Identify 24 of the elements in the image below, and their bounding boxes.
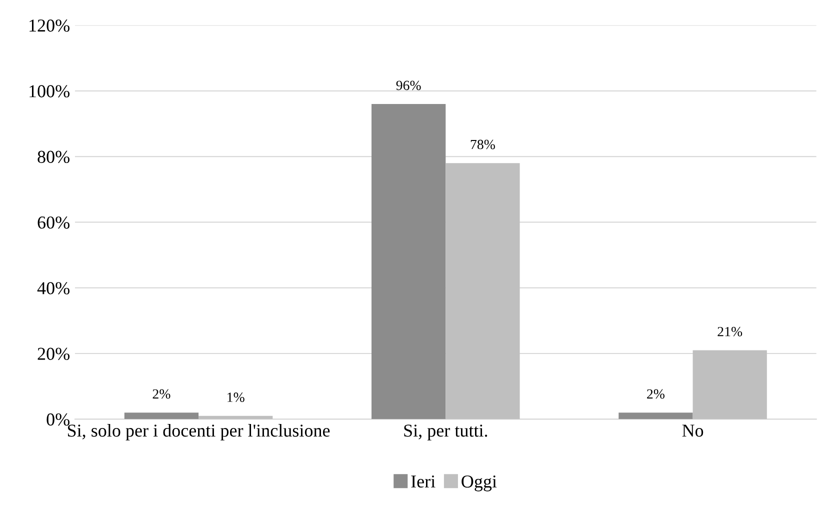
x-tick-label: Si, per tutti. [404,424,488,440]
bar [372,104,446,420]
y-tick-label: 120% [30,20,70,32]
bar [446,163,520,420]
bar [618,412,693,420]
data-label: 21% [718,326,742,336]
legend-label: Ieri [411,475,436,488]
y-tick-label: 60% [38,216,70,229]
bar [198,416,273,420]
y-tick-label: 40% [37,282,70,294]
x-tick-label: No [682,424,704,437]
data-label: 2% [152,389,170,399]
data-label: 2% [647,389,664,399]
data-label: 1% [228,392,244,402]
bar [124,412,199,420]
bar [692,350,767,420]
y-tick-label: 0% [46,413,70,426]
x-tick-label: Si, solo per i docenti per l'inclusione [68,424,330,440]
y-tick-label: 80% [38,150,70,164]
legend-label: Oggi [462,475,497,492]
data-label: 78% [470,140,495,150]
y-tick-label: 20% [38,348,70,360]
data-label: 96% [396,80,421,90]
y-tick-label: 100% [30,85,70,98]
